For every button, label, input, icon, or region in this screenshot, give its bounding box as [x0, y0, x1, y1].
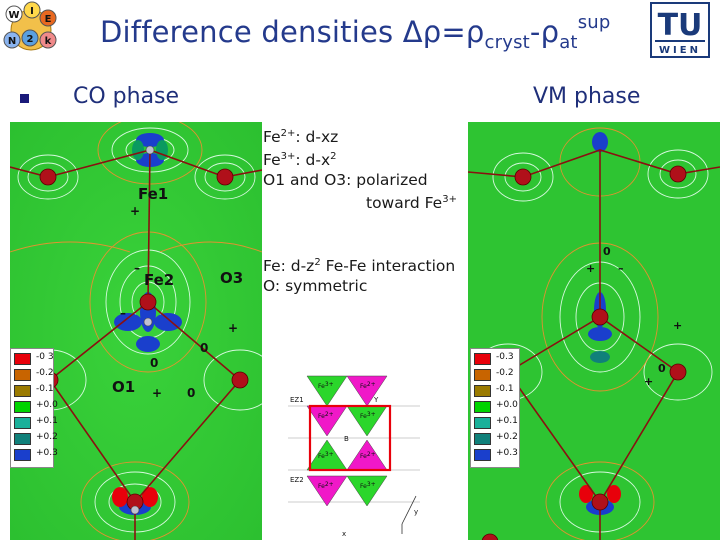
co-sign-8: + [152, 386, 162, 400]
diagram-fe-ox: 2+ [325, 411, 334, 418]
wien2k-letter-2: 2 [27, 34, 34, 45]
tu-logo-text: TU [658, 8, 703, 43]
structure-diagram: Fe3+ Fe2+ Fe2+ Fe3+ Fe3+ Fe2+ Fe2+ Fe3+ … [282, 346, 422, 540]
co-label-fe2: Fe2 [144, 271, 174, 289]
wien2k-letter-k: k [45, 36, 52, 47]
svg-text:Fe2+: Fe2+ [318, 481, 334, 490]
co-label-o1: O1 [112, 378, 135, 396]
wien-logo-text: WIEN [659, 45, 701, 56]
diagram-fe-label: Fe [360, 453, 367, 460]
wien2k-logo: W I E N 2 k [3, 1, 57, 51]
diagram-fe-ox: 2+ [367, 381, 376, 388]
co-sign-1: + [130, 204, 140, 218]
vm-sign-1: 0 [603, 245, 611, 258]
co-legend-label: -0.2 [36, 368, 54, 378]
vm-color-legend: -0.3 -0.2 -0.1 +0.0 +0.1 +0.2 +0.3 [470, 348, 520, 468]
title-sub-at: at [559, 32, 578, 53]
diagram-b-label: B [344, 435, 349, 443]
co-legend-label: +0.0 [36, 400, 58, 410]
notes-vm-orbitals: Fe: d-z2 Fe-Fe interaction O: symmetric [263, 253, 455, 296]
co-legend-label: -0 3 [36, 352, 54, 362]
diagram-ez2-label: EZ2 [290, 476, 304, 484]
svg-text:Fe2+: Fe2+ [318, 411, 334, 420]
svg-text:Fe3+: Fe3+ [318, 381, 334, 390]
co-sign-7: 0 [187, 386, 195, 400]
diagram-ez1-label: EZ1 [290, 396, 304, 404]
note-o-polarized-line: O1 and O3: polarized [263, 171, 428, 189]
slide-title: Difference densities Δρ=ρcryst-ρatsup [100, 12, 611, 53]
diagram-fe-ox: 3+ [367, 411, 376, 418]
vm-legend-label: +0.3 [496, 448, 518, 458]
co-phase-density-map: Fe1 Fe2 O3 O1 + – – 0 0 + 0 + [10, 122, 262, 540]
wien2k-letter-i: I [30, 6, 34, 17]
note-fe2-line: Fe2+: d-xz [263, 128, 339, 146]
note-fe3-line: Fe3+: d-x2 [263, 151, 337, 169]
diagram-fe-ox: 3+ [367, 481, 376, 488]
wien2k-letter-n: N [8, 36, 16, 47]
bullet-square [20, 94, 29, 103]
vm-phase-density-map: 0 + – + 0 + [468, 122, 720, 540]
co-legend-label: -0.1 [36, 384, 54, 394]
diagram-axis-x: x [342, 530, 346, 538]
svg-text:Fe2+: Fe2+ [360, 381, 376, 390]
diagram-y-label: Y [373, 396, 379, 404]
co-label-fe1: Fe1 [138, 185, 168, 203]
diagram-axis-y: y [414, 508, 418, 516]
title-sub-cryst: cryst [484, 32, 530, 53]
title-sup: sup [577, 12, 611, 33]
diagram-fe-label: Fe [360, 483, 367, 490]
diagram-fe-label: Fe [318, 483, 325, 490]
svg-text:Fe3+: Fe3+ [360, 481, 376, 490]
vm-sign-4: + [673, 319, 682, 332]
vm-legend-label: +0.2 [496, 432, 518, 442]
vm-sign-6: + [644, 375, 653, 388]
co-sign-4: 0 [150, 356, 158, 370]
tu-wien-logo: TU WIEN [650, 2, 710, 58]
diagram-fe-label: Fe [318, 453, 325, 460]
co-sign-3: – [120, 306, 126, 320]
wien2k-letter-e: E [45, 14, 52, 25]
co-atoms [39, 168, 249, 511]
vm-sign-2: + [586, 262, 595, 275]
diagram-fe-ox: 2+ [325, 481, 334, 488]
wien2k-letter-w: W [8, 10, 19, 21]
diagram-fe-label: Fe [318, 413, 325, 420]
note-fe-dz2-line: Fe: d-z2 Fe-Fe interaction [263, 257, 456, 275]
diagram-fe-label: Fe [318, 383, 325, 390]
svg-text:Fe3+: Fe3+ [318, 451, 334, 460]
diagram-fe-ox: 3+ [325, 451, 334, 458]
co-sign-6: + [228, 321, 238, 335]
vm-legend-label: -0.3 [496, 352, 514, 362]
diagram-fe-label: Fe [360, 383, 367, 390]
svg-text:Fe3+: Fe3+ [360, 411, 376, 420]
co-legend-label: +0.3 [36, 448, 58, 458]
co-sign-2: – [134, 261, 140, 275]
co-legend-label: +0.2 [36, 432, 58, 442]
title-mid: -ρ [529, 15, 560, 49]
diagram-fe-label: Fe [360, 413, 367, 420]
note-o-symmetric-line: O: symmetric [263, 277, 368, 295]
co-color-legend: -0 3 -0.2 -0.1 +0.0 +0.1 +0.2 +0.3 [10, 348, 58, 468]
vm-phase-label: VM phase [533, 84, 641, 109]
vm-sign-3: – [618, 262, 624, 275]
title-prefix: Difference densities Δρ=ρ [100, 15, 485, 49]
vm-legend-label: +0.1 [496, 416, 518, 426]
diagram-fe-ox: 2+ [367, 451, 376, 458]
note-toward-fe-line: toward Fe3+ [366, 194, 457, 212]
co-phase-label: CO phase [73, 84, 180, 109]
vm-legend-label: +0.0 [496, 400, 518, 410]
diagram-fe-ox: 3+ [325, 381, 334, 388]
vm-legend-label: -0.1 [496, 384, 514, 394]
svg-text:Fe2+: Fe2+ [360, 451, 376, 460]
co-legend-label: +0.1 [36, 416, 58, 426]
co-sign-5: 0 [200, 341, 208, 355]
notes-co-orbitals: Fe2+: d-xz Fe3+: d-x2 O1 and O3: polariz… [263, 124, 457, 213]
vm-sign-5: 0 [658, 362, 666, 375]
co-label-o3: O3 [220, 269, 243, 287]
vm-legend-label: -0.2 [496, 368, 514, 378]
